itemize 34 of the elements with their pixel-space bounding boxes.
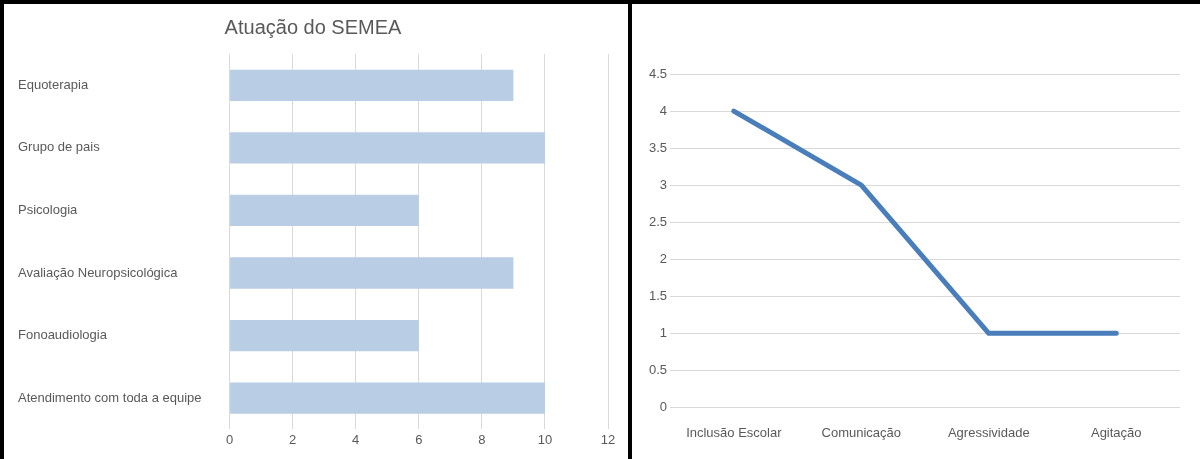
bar [230, 194, 419, 227]
x-tick-label: 2 [289, 431, 297, 447]
chart-title: Atuação do SEMEA [224, 15, 403, 38]
y-tick-label: 0.5 [648, 361, 668, 377]
y-tick-label: 0 [659, 398, 668, 414]
y-tick-label: Grupo de pais [18, 139, 101, 155]
x-tick-label: 6 [415, 431, 423, 447]
x-tick-label: Inclusão Escolar [686, 424, 783, 440]
y-tick-label: 4 [659, 102, 668, 118]
x-tick-label: Comunicação [821, 424, 902, 440]
y-tick-label: Fonoaudiologia [18, 327, 108, 343]
bar [230, 257, 514, 289]
y-tick-label: 3 [659, 176, 668, 192]
x-tick-label: 8 [478, 431, 486, 447]
x-tick-label: 0 [225, 431, 234, 447]
bar [230, 132, 545, 164]
y-tick-label: 3.5 [648, 139, 668, 155]
x-tick-label: Agitação [1090, 424, 1142, 440]
x-tick-label: 12 [600, 431, 616, 447]
x-tick-label: Agressividade [947, 424, 1030, 440]
y-tick-label: Atendimento com toda a equipe [18, 389, 202, 405]
bar [230, 69, 514, 101]
bar [230, 382, 545, 414]
x-tick-label: 10 [537, 431, 553, 447]
y-tick-label: 2 [659, 250, 668, 266]
y-tick-label: Equoterapia [18, 76, 89, 92]
y-tick-label: 2.5 [648, 213, 668, 229]
bar [230, 319, 419, 352]
y-tick-label: 4.5 [648, 65, 668, 81]
x-tick-label: 4 [352, 431, 360, 447]
y-tick-label: Psicologia [18, 201, 79, 217]
y-tick-label: 1 [659, 324, 668, 340]
y-tick-label: 1.5 [648, 287, 668, 303]
y-tick-label: Avaliação Neuropsicológica [18, 264, 179, 280]
